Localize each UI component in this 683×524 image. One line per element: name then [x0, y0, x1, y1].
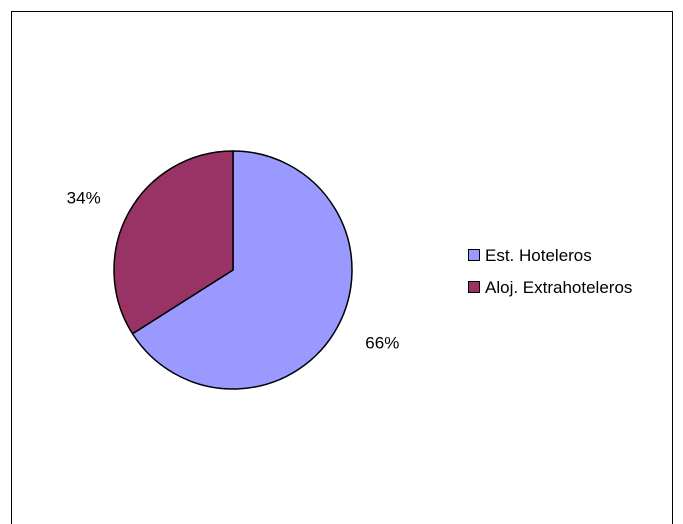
legend-item-aloj-extrahoteleros: Aloj. Extrahoteleros: [468, 278, 632, 297]
slice-label-est-hoteleros: 66%: [365, 334, 399, 353]
pie-slice-aloj-extrahoteleros: [113, 150, 234, 335]
legend-swatch-est-hoteleros: [468, 249, 480, 261]
pie-slice-est-hoteleros: [131, 150, 353, 390]
slice-label-aloj-extrahoteleros: 34%: [67, 188, 101, 207]
pie-slices: [113, 150, 353, 390]
legend-label-aloj-extrahoteleros: Aloj. Extrahoteleros: [485, 278, 632, 297]
legend-label-est-hoteleros: Est. Hoteleros: [485, 246, 592, 265]
legend-item-est-hoteleros: Est. Hoteleros: [468, 246, 592, 265]
legend: Est. Hoteleros Aloj. Extrahoteleros: [468, 246, 632, 297]
pie-slice-labels: 66% 34%: [67, 188, 400, 352]
legend-swatch-aloj-extrahoteleros: [468, 281, 480, 293]
chart-border: [11, 11, 673, 524]
